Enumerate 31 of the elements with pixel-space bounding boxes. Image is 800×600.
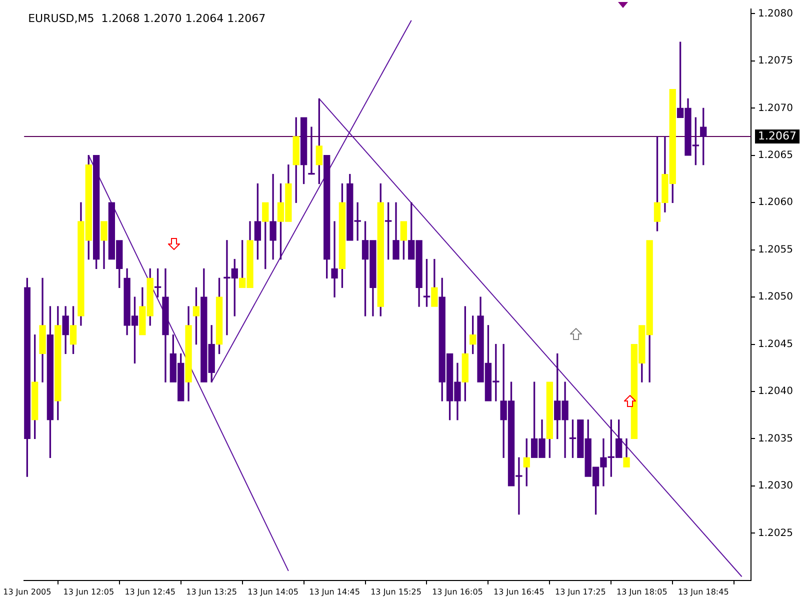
y-tick-label: 1.2080	[758, 8, 794, 20]
x-tick-label: 13 Jun 18:05	[616, 587, 668, 596]
candlestick	[162, 268, 169, 382]
ref-line-label: 1.2067	[758, 129, 797, 142]
x-tick-label: 13 Jun 2005	[3, 587, 52, 596]
candlestick	[392, 202, 400, 260]
y-tick-label: 1.2050	[758, 292, 794, 303]
x-tick-label: 13 Jun 17:25	[555, 587, 606, 596]
y-tick-label: 1.2060	[758, 197, 794, 208]
x-tick-label: 13 Jun 14:45	[309, 587, 360, 596]
y-tick-label: 1.2070	[758, 102, 794, 114]
y-tick-label: 1.2065	[758, 150, 794, 161]
x-tick-label: 13 Jun 18:45	[678, 587, 729, 596]
x-tick-label: 13 Jun 14:05	[248, 587, 298, 596]
chart-title: EURUSD,M5 1.2068 1.2070 1.2064 1.2067	[28, 12, 266, 25]
y-tick-label: 1.2030	[758, 480, 794, 492]
candlestick	[331, 221, 338, 298]
x-tick-label: 13 Jun 13:25	[186, 587, 237, 596]
x-tick-label: 13 Jun 12:05	[63, 587, 114, 596]
x-tick-label: 13 Jun 12:45	[124, 587, 176, 596]
y-tick-label: 1.2040	[758, 386, 794, 398]
x-tick-label: 13 Jun 15:25	[370, 587, 422, 596]
x-tick-label: 13 Jun 16:05	[432, 587, 483, 596]
y-tick-label: 1.2075	[758, 56, 794, 67]
y-tick-label: 1.2025	[758, 528, 794, 539]
y-tick-label: 1.2035	[758, 433, 794, 444]
x-tick-label: 13 Jun 16:45	[494, 587, 544, 596]
y-tick-label: 1.2045	[758, 338, 794, 350]
candlestick	[270, 174, 276, 260]
y-tick-label: 1.2055	[758, 244, 794, 256]
candlestick	[308, 126, 315, 175]
